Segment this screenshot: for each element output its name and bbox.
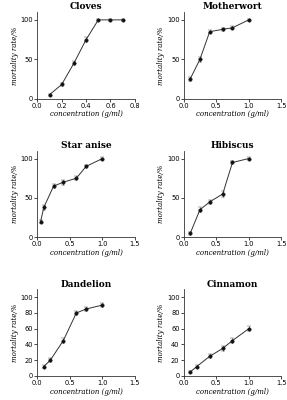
X-axis label: concentration (g/ml): concentration (g/ml)	[50, 110, 123, 118]
Title: Hibiscus: Hibiscus	[211, 141, 254, 150]
Title: Dandelion: Dandelion	[61, 280, 112, 288]
X-axis label: concentration (g/ml): concentration (g/ml)	[196, 110, 269, 118]
X-axis label: concentration (g/ml): concentration (g/ml)	[196, 388, 269, 396]
Y-axis label: mortality rate/%: mortality rate/%	[11, 165, 19, 223]
Title: Cinnamon: Cinnamon	[207, 280, 258, 288]
Y-axis label: mortality rate/%: mortality rate/%	[11, 26, 19, 84]
Y-axis label: mortality rate/%: mortality rate/%	[158, 304, 166, 362]
Y-axis label: mortality rate/%: mortality rate/%	[158, 165, 166, 223]
Title: Cloves: Cloves	[70, 2, 102, 11]
Title: Star anise: Star anise	[61, 141, 111, 150]
X-axis label: concentration (g/ml): concentration (g/ml)	[50, 388, 123, 396]
Title: Motherwort: Motherwort	[203, 2, 262, 11]
X-axis label: concentration (g/ml): concentration (g/ml)	[50, 249, 123, 257]
X-axis label: concentration (g/ml): concentration (g/ml)	[196, 249, 269, 257]
Y-axis label: mortality rate/%: mortality rate/%	[11, 304, 19, 362]
Y-axis label: mortality rate/%: mortality rate/%	[158, 26, 166, 84]
